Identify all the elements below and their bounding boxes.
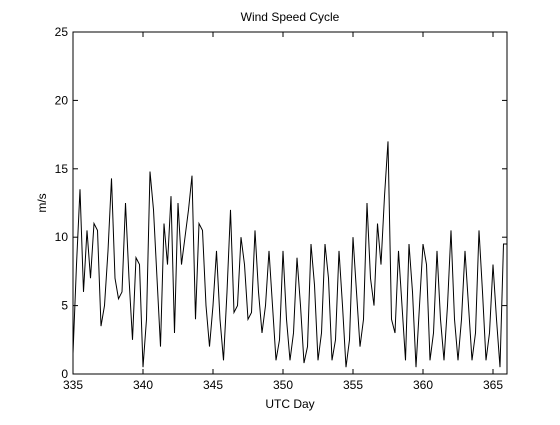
y-tick-label: 5 [61,299,68,313]
x-tick-label: 360 [413,378,433,392]
x-tick-label: 340 [133,378,153,392]
y-tick-label: 10 [55,230,69,244]
y-tick-label: 15 [55,162,69,176]
y-tick-label: 25 [55,25,69,39]
x-tick-label: 355 [343,378,363,392]
x-tick-label: 335 [63,378,83,392]
y-tick-label: 20 [55,93,69,107]
line-series [72,141,507,368]
plot-area [72,31,508,375]
x-tick-label: 365 [483,378,503,392]
chart-title: Wind Speed Cycle [241,10,340,24]
x-tick-label: 345 [203,378,223,392]
y-tick-label: 0 [61,367,68,381]
x-axis-label: UTC Day [265,397,314,411]
y-axis-label: m/s [35,193,49,212]
x-tick-label: 350 [273,378,293,392]
